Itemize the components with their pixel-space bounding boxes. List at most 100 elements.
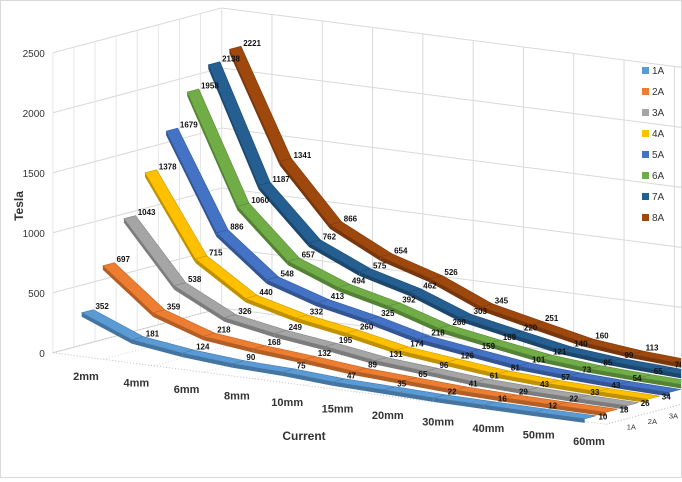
- line-segment-7A: [207, 61, 271, 186]
- data-label-5A: 886: [230, 222, 244, 231]
- line-segment-face-3A: [224, 317, 275, 338]
- line-segment-face-6A: [488, 343, 540, 362]
- data-label-5A: 159: [482, 342, 496, 351]
- data-label-1A: 12: [548, 402, 557, 411]
- floor-gridline: [253, 333, 423, 380]
- line-segment-face-8A: [329, 224, 381, 261]
- line-segment-face-2A: [102, 265, 154, 317]
- x-tick-label: 4mm: [123, 378, 149, 390]
- data-label-4A: 43: [611, 381, 620, 390]
- axes: 0 500 1000 1500 2000 2500 2mm 4mm 6mm 8mm 10mm 15mm…: [23, 49, 682, 448]
- line-segment-face-5A: [568, 375, 619, 389]
- line-segment-face-5A: [316, 302, 368, 324]
- data-label-8A: 2221: [243, 39, 261, 48]
- data-label-1A: 22: [448, 387, 457, 396]
- data-label-7A: 2138: [222, 54, 240, 63]
- line-segment-face-2A: [454, 390, 506, 402]
- line-segment-face-1A: [383, 389, 434, 402]
- x-tick-label: 15mm: [322, 404, 354, 416]
- x-tick-label: 30mm: [422, 417, 454, 429]
- line-segment-face-2A: [153, 312, 204, 341]
- data-label-4A: 715: [209, 248, 223, 257]
- data-label-3A: 61: [490, 371, 499, 380]
- line-segment-face-5A: [417, 338, 468, 357]
- legend-swatch-1A: [642, 67, 649, 74]
- line-segment-face-1A: [433, 397, 485, 410]
- line-segment-face-6A: [539, 358, 590, 373]
- data-label-1A: 90: [246, 353, 255, 362]
- data-label-2A: 18: [620, 406, 629, 415]
- data-label-5A: 325: [381, 309, 395, 318]
- line-segment-face-4A: [195, 258, 246, 303]
- data-label-3A: 195: [339, 336, 353, 345]
- data-label-6A: 1958: [201, 82, 219, 91]
- legend-label: 2A: [652, 87, 665, 98]
- data-label-1A: 10: [598, 412, 607, 421]
- series-5A: [165, 127, 681, 397]
- data-label-3A: 1043: [138, 208, 156, 217]
- line-segment-face-7A: [459, 317, 511, 339]
- x-tick-label: 10mm: [271, 397, 303, 409]
- data-label-7A: 99: [624, 351, 633, 360]
- line-segment-face-2A: [203, 336, 254, 353]
- data-label-4A: 81: [511, 363, 520, 372]
- x-tick-label: 6mm: [174, 384, 200, 396]
- y-tick-label: 2000: [23, 109, 46, 120]
- y-tick-label: 2500: [23, 49, 46, 60]
- floor-gridline: [203, 326, 373, 373]
- line-segment-face-7A: [258, 185, 309, 247]
- line-segment-face-1A: [81, 312, 132, 344]
- series-2A: [102, 262, 618, 417]
- line-segment-4A: [244, 295, 309, 319]
- line-segment-face-4A: [597, 391, 648, 404]
- line-segment-2A: [152, 309, 216, 337]
- x-tick-label: 2mm: [73, 371, 99, 383]
- data-label-6A: 189: [503, 333, 517, 342]
- line-segment-face-1A: [333, 381, 384, 394]
- line-segment-face-1A: [484, 405, 535, 417]
- y-tick-label: 0: [39, 349, 45, 360]
- depth-tick-label: 2A: [648, 417, 657, 426]
- y-tick-label: 1500: [23, 169, 46, 180]
- y-tick-label: 1000: [23, 229, 46, 240]
- line-segment-7A: [660, 367, 682, 375]
- data-label-4A: 1378: [159, 162, 177, 171]
- data-label-8A: 1341: [293, 151, 311, 160]
- line-segment-face-6A: [438, 328, 489, 348]
- legend-label: 6A: [652, 171, 665, 182]
- data-label-1A: 47: [347, 371, 356, 380]
- line-segment-face-1A: [182, 353, 233, 368]
- series-8A: [228, 45, 682, 368]
- legend-label: 5A: [652, 150, 665, 161]
- series-7A: [207, 61, 682, 379]
- data-label-7A: 575: [373, 261, 387, 270]
- line-segment-face-3A: [325, 346, 376, 365]
- x-tick-label: 40mm: [473, 423, 505, 435]
- data-label-4A: 34: [662, 393, 671, 402]
- data-label-3A: 26: [641, 399, 650, 408]
- line-segment-face-6A: [388, 305, 439, 333]
- line-segment-face-8A: [480, 306, 532, 329]
- data-label-8A: 251: [545, 314, 559, 323]
- line-segment-face-6A: [187, 92, 238, 211]
- line-segment-face-8A: [229, 49, 280, 166]
- data-label-7A: 220: [524, 323, 538, 332]
- data-label-5A: 218: [431, 328, 445, 337]
- x-tick-label: 8mm: [224, 391, 250, 403]
- data-label-5A: 101: [532, 355, 546, 364]
- data-label-7A: 76: [675, 360, 681, 369]
- line-segment-face-3A: [174, 285, 225, 322]
- line-segment-face-4A: [295, 317, 347, 338]
- data-label-3A: 33: [590, 388, 599, 397]
- data-label-6A: 260: [452, 318, 466, 327]
- line-segment-8A: [631, 350, 682, 365]
- back-wall-gridline: [221, 127, 682, 188]
- data-label-5A: 1679: [180, 121, 198, 130]
- line-segment-face-7A: [409, 291, 460, 322]
- line-segment-face-5A: [367, 319, 418, 343]
- data-label-7A: 462: [423, 281, 437, 290]
- data-label-2A: 359: [167, 302, 181, 311]
- data-label-6A: 392: [402, 295, 416, 304]
- series-1A: [80, 309, 597, 423]
- line-segment-face-7A: [660, 370, 682, 379]
